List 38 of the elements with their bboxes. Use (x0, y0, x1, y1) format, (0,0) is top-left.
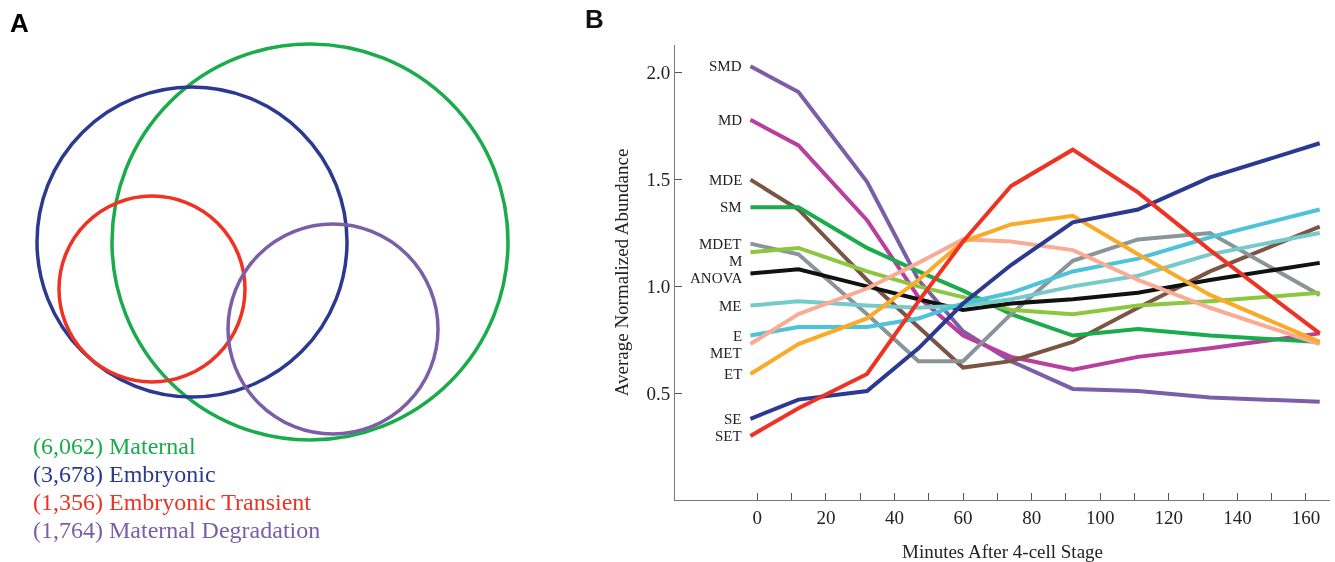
y-tick-label: 0.5 (646, 382, 671, 404)
x-tick-label: 100 (1085, 506, 1115, 528)
category-label: (1,764) Maternal Degradation (33, 516, 321, 544)
line-series (748, 237, 1322, 347)
series-label: MD (718, 112, 743, 128)
x-tick-label: 160 (1291, 506, 1321, 528)
series-label: SET (715, 428, 742, 444)
x-axis-title: Minutes After 4-cell Stage (901, 541, 1104, 562)
x-tick-label: 120 (1154, 506, 1184, 528)
category-label: (6,062) Maternal (33, 432, 197, 460)
x-tick-label: 40 (884, 506, 904, 528)
x-tick-label: 0 (752, 506, 763, 528)
x-tick-label: 140 (1223, 506, 1252, 528)
x-tick-label: 20 (816, 506, 836, 528)
series-label: ME (719, 298, 742, 314)
series-label: MDET (699, 236, 742, 252)
x-tick-label: 80 (1022, 506, 1042, 528)
series-label: SMD (709, 58, 742, 74)
series-label: M (729, 253, 743, 269)
line-series (748, 213, 1322, 376)
category-label: (3,678) Embryonic (33, 460, 217, 488)
y-tick-label: 1.0 (646, 276, 671, 298)
series-label: E (733, 328, 743, 344)
text: B (585, 4, 604, 34)
series-label: SM (720, 199, 742, 215)
series-label: SE (724, 411, 742, 427)
series-label: MET (710, 345, 742, 361)
y-tick-label: 1.5 (646, 169, 671, 191)
line-series (748, 230, 1322, 310)
y-axis-title: Average Normalized Abundance (611, 148, 633, 397)
series-label: ET (724, 366, 743, 382)
x-tick-label: 60 (953, 506, 973, 528)
line-series (748, 260, 1322, 312)
y-tick-label: 2.0 (646, 62, 671, 84)
text: A (10, 8, 29, 39)
series-label: ANOVA (690, 270, 743, 286)
series-label: MDE (709, 172, 743, 188)
category-label: (1,356) Embryonic Transient (33, 488, 312, 516)
